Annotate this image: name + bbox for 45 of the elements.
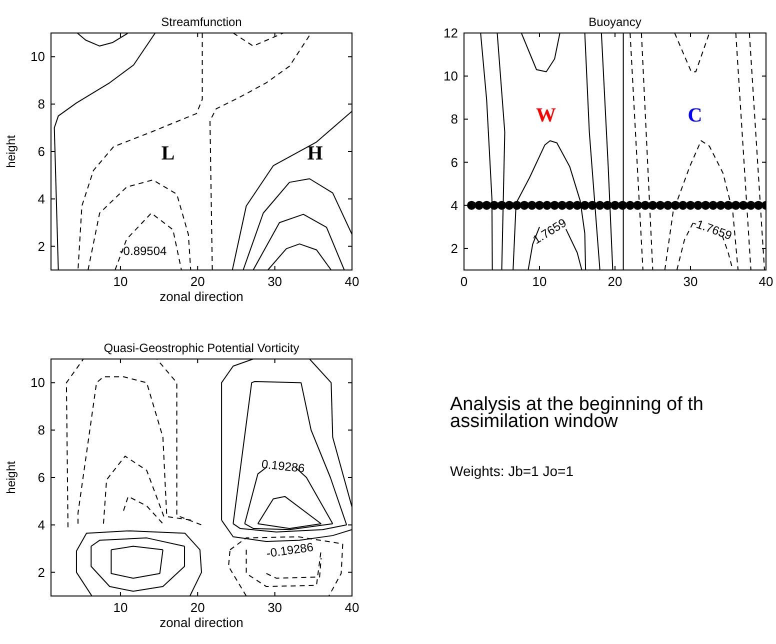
y-tick-label: 6 [38, 144, 45, 159]
y-axis-title: height [4, 460, 18, 494]
x-tick-label: 40 [344, 600, 360, 615]
x-tick-label: 20 [608, 274, 622, 289]
text: Weights: Jb=1 Jo=1 [450, 463, 574, 479]
x-tick-label: 10 [532, 274, 547, 289]
x-tick-label: 40 [758, 274, 774, 289]
y-tick-label: 8 [450, 112, 458, 127]
y-tick-label: 2 [450, 240, 458, 256]
x-tick-label: 0 [460, 274, 468, 289]
y-tick-label: 4 [38, 517, 45, 532]
annotation: 0.19286 [260, 456, 306, 476]
x-tick-label: 40 [344, 274, 360, 289]
annotation: -0.89504 [119, 244, 168, 258]
y-tick-label: 10 [30, 49, 45, 64]
x-tick-label: 10 [113, 274, 128, 289]
y-tick-label: 10 [30, 375, 45, 390]
chart-title: Quasi-Geostrophic Potential Vorticity [104, 341, 300, 355]
x-tick-label: 20 [190, 274, 205, 289]
x-axis-title: zonal direction [160, 289, 244, 304]
y-axis-title: height [4, 134, 18, 168]
y-tick-label: 8 [38, 422, 45, 438]
x-tick-label: 30 [683, 274, 698, 289]
x-tick-label: 20 [190, 600, 205, 615]
y-tick-label: 6 [450, 154, 458, 170]
y-tick-label: 4 [450, 198, 458, 213]
annotation: C [688, 104, 702, 127]
y-tick-label: 10 [444, 68, 458, 84]
y-tick-label: 2 [38, 564, 45, 580]
x-tick-label: 30 [268, 274, 282, 289]
annotation: W [536, 104, 556, 127]
y-tick-label: 6 [38, 470, 45, 485]
annotation: H [307, 142, 324, 165]
x-axis-title: zonal direction [160, 615, 244, 630]
x-tick-label: 10 [113, 600, 128, 615]
x-tick-label: 30 [268, 600, 282, 615]
annotation: -1.7659 [690, 216, 734, 243]
y-tick-label: 12 [444, 26, 458, 40]
annotation: -0.19286 [265, 540, 315, 560]
chart-title: Buoyancy [588, 15, 642, 29]
y-tick-label: 2 [38, 238, 45, 254]
y-tick-label: 8 [38, 96, 45, 112]
y-tick-label: 4 [38, 191, 45, 206]
annotation: L [161, 142, 175, 165]
chart-title: Streamfunction [161, 15, 242, 29]
